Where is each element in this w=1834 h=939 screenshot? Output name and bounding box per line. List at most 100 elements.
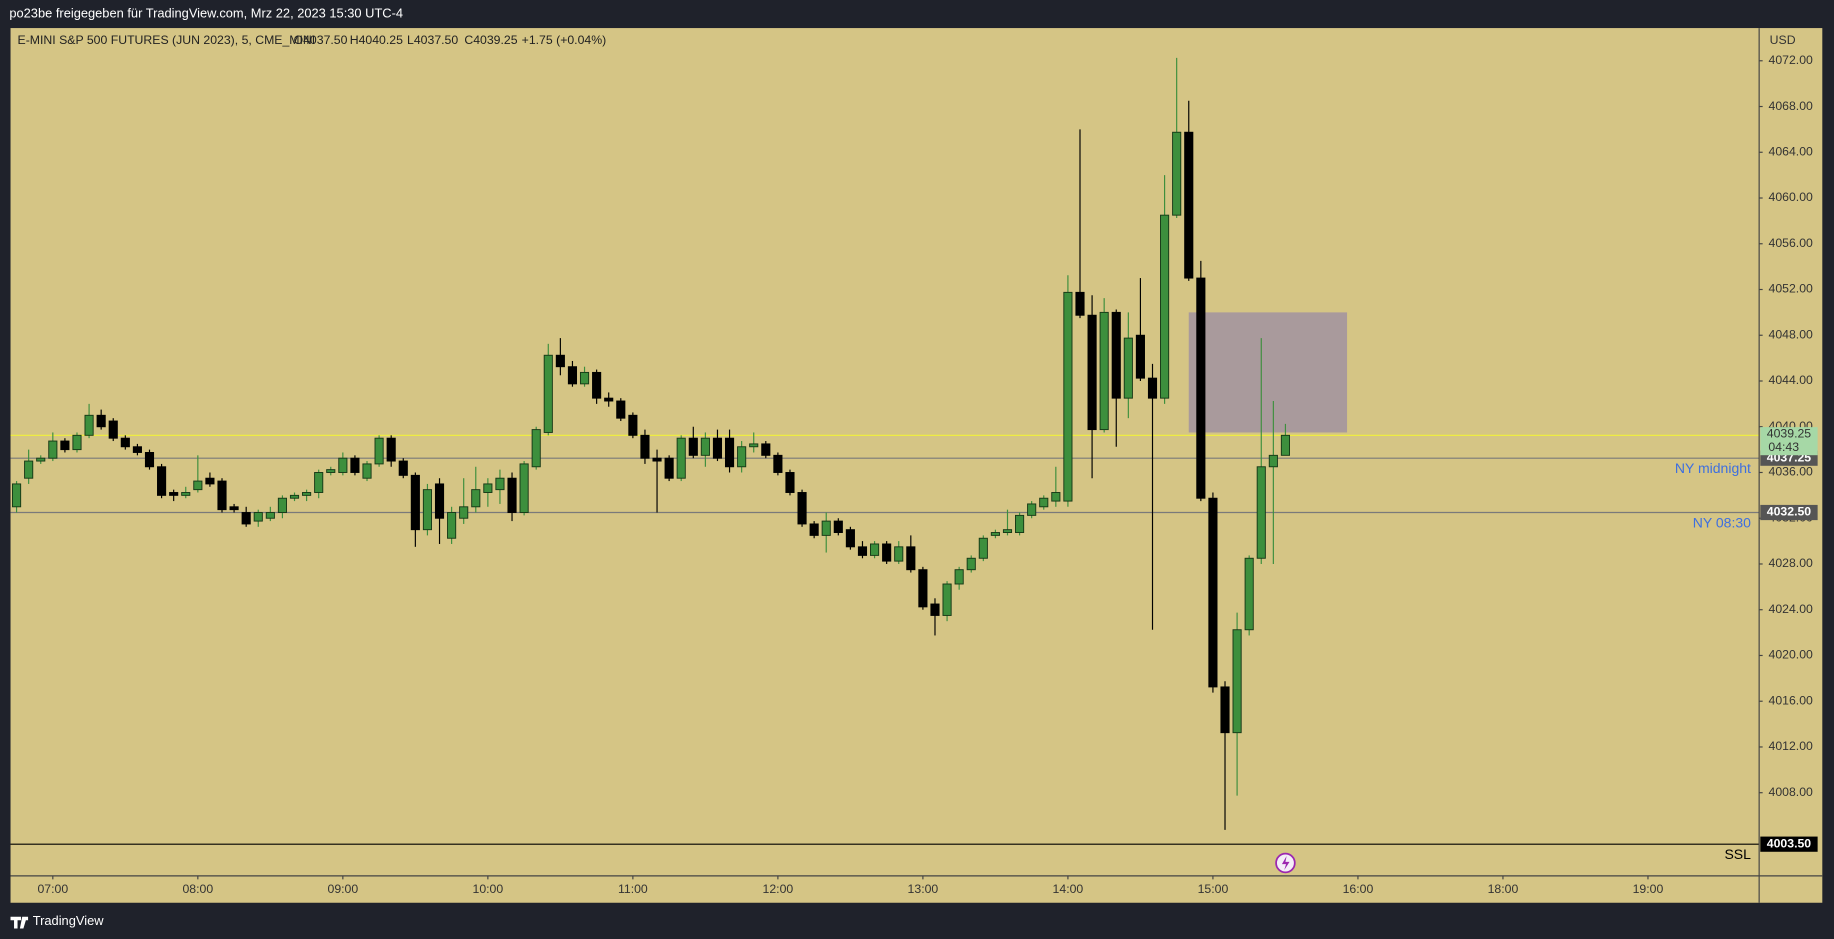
last-price-label: 4039.25 (1767, 426, 1812, 440)
candle-body (676, 437, 686, 479)
candle-body (664, 457, 674, 479)
legend-low: L4037.50 (407, 33, 458, 47)
candle-body (1208, 497, 1218, 688)
candle-body (507, 477, 517, 513)
candle-body (253, 512, 263, 522)
legend-close: C4039.25 (464, 33, 517, 47)
y-tick-label: 4008.00 (1769, 785, 1814, 799)
candle-body (543, 354, 553, 433)
y-tick-label: 4020.00 (1769, 648, 1814, 662)
x-tick-label: 11:00 (618, 882, 648, 896)
y-tick-label: 4060.00 (1769, 190, 1814, 204)
candle-body (144, 452, 155, 468)
candle-body (894, 546, 904, 562)
y-tick-label: 4028.00 (1769, 556, 1814, 570)
candle-body (229, 506, 239, 511)
candle-body (132, 446, 142, 453)
y-tick-label: 4048.00 (1769, 327, 1814, 341)
candle-body (48, 440, 58, 459)
candle-body (1232, 629, 1242, 734)
chart-pane (10, 28, 1823, 903)
last-price-tag (1760, 427, 1818, 456)
axis-unit: USD (1770, 33, 1796, 47)
candle-body (410, 474, 420, 531)
level-label: NY 08:30 (1693, 514, 1751, 530)
level-price-label: 4032.50 (1767, 505, 1812, 519)
candle-body (1111, 311, 1121, 399)
level-price-tag (1760, 504, 1818, 521)
candle-body (1135, 334, 1145, 379)
candle-body (1099, 311, 1109, 431)
candle-body (1147, 377, 1158, 399)
candle-body (1063, 291, 1073, 502)
candle-body (471, 489, 481, 508)
candle-body (519, 463, 529, 513)
candle-body (120, 437, 130, 448)
brand-logo (10, 916, 29, 929)
legend-high: H4040.25 (350, 33, 403, 47)
candle-body (918, 569, 928, 608)
candle-body (1268, 454, 1278, 468)
candle-body (217, 480, 227, 511)
y-tick-label: 4052.00 (1769, 282, 1814, 296)
symbol-title: E-MINI S&P 500 FUTURES (JUN 2023), 5, CM… (18, 33, 316, 47)
candle-body (60, 440, 70, 451)
candle-body (942, 583, 952, 616)
candle-body (1051, 492, 1061, 502)
y-tick-label: 4056.00 (1769, 236, 1814, 250)
candle-body (833, 520, 843, 533)
level-price-tag (1760, 836, 1818, 852)
candle-body (422, 489, 433, 531)
y-tick-label: 4036.00 (1769, 465, 1814, 479)
candle-body (797, 492, 807, 525)
candle-body (386, 437, 396, 462)
candle-body (954, 569, 964, 585)
x-tick-label: 08:00 (182, 882, 213, 896)
candle-body (592, 371, 602, 399)
candle-body (398, 460, 408, 476)
candle-body (737, 446, 747, 468)
candle-body (906, 546, 916, 571)
candle-body (483, 483, 493, 493)
candle-body (1160, 214, 1170, 399)
x-tick-label: 18:00 (1488, 882, 1519, 896)
candle-body (1087, 314, 1097, 431)
candle-body (96, 414, 106, 428)
candle-body (302, 492, 312, 496)
candle-body (1039, 497, 1049, 508)
candle-body (785, 472, 795, 493)
candle-body (24, 460, 34, 479)
axes: 4008.00 4012.00 4016.00 4020.00 4024.00 4028.… (37, 53, 1818, 896)
candle-body (181, 492, 191, 496)
candle-body (1256, 466, 1266, 559)
y-tick-label: 4064.00 (1769, 145, 1814, 159)
candle-body (845, 529, 855, 548)
candle-body (447, 512, 457, 539)
x-tick-label: 12:00 (763, 882, 794, 896)
candle-body (289, 494, 300, 499)
y-tick-label: 4068.00 (1769, 99, 1814, 113)
legend-open: O4037.50 (294, 33, 348, 47)
candle-body (12, 483, 22, 508)
x-tick-label: 07:00 (37, 882, 68, 896)
candle-body (193, 480, 203, 491)
share-caption: po23be freigegeben für TradingView.com, … (9, 5, 403, 20)
level-label: SSL (1724, 846, 1751, 862)
candle-body (1220, 686, 1230, 734)
candle-body (809, 523, 819, 536)
candle-body (930, 603, 940, 616)
candle-body (1075, 291, 1085, 316)
y-tick-label: 4072.00 (1769, 53, 1814, 67)
candle-body (1184, 131, 1194, 279)
candle-body (821, 520, 831, 536)
candle-body (882, 543, 892, 562)
x-tick-label: 10:00 (473, 882, 504, 896)
candle-body (640, 434, 650, 459)
candle-body (72, 434, 82, 451)
candle-body (157, 466, 167, 496)
candle-body (773, 454, 783, 473)
x-tick-label: 14:00 (1053, 882, 1084, 896)
bar-countdown: 04:43 (1768, 440, 1799, 454)
candle-body (277, 497, 287, 513)
